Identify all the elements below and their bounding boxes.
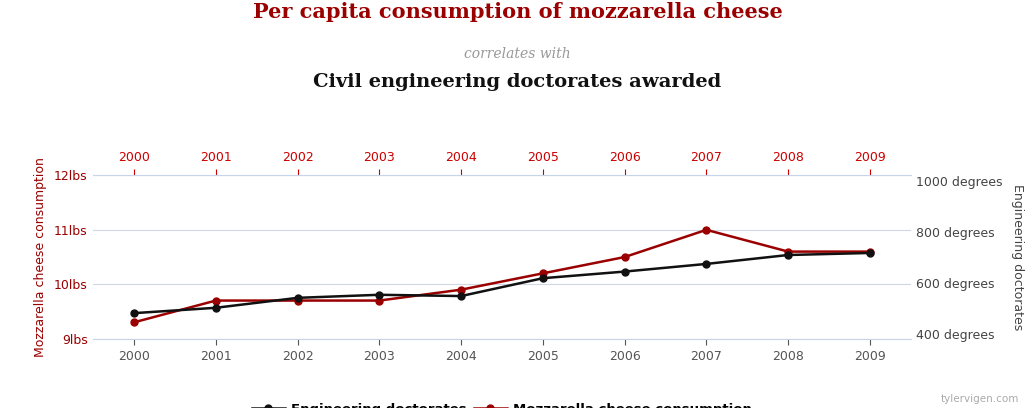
Text: Civil engineering doctorates awarded: Civil engineering doctorates awarded [314,73,721,91]
Y-axis label: Mozzarella cheese consumption: Mozzarella cheese consumption [34,157,47,357]
Legend: Engineering doctorates, Mozzarella cheese consumption: Engineering doctorates, Mozzarella chees… [246,397,758,408]
Text: tylervigen.com: tylervigen.com [941,394,1019,404]
Y-axis label: Engineering doctorates: Engineering doctorates [1011,184,1024,330]
Text: correlates with: correlates with [464,47,571,61]
Text: Per capita consumption of mozzarella cheese: Per capita consumption of mozzarella che… [253,2,782,22]
